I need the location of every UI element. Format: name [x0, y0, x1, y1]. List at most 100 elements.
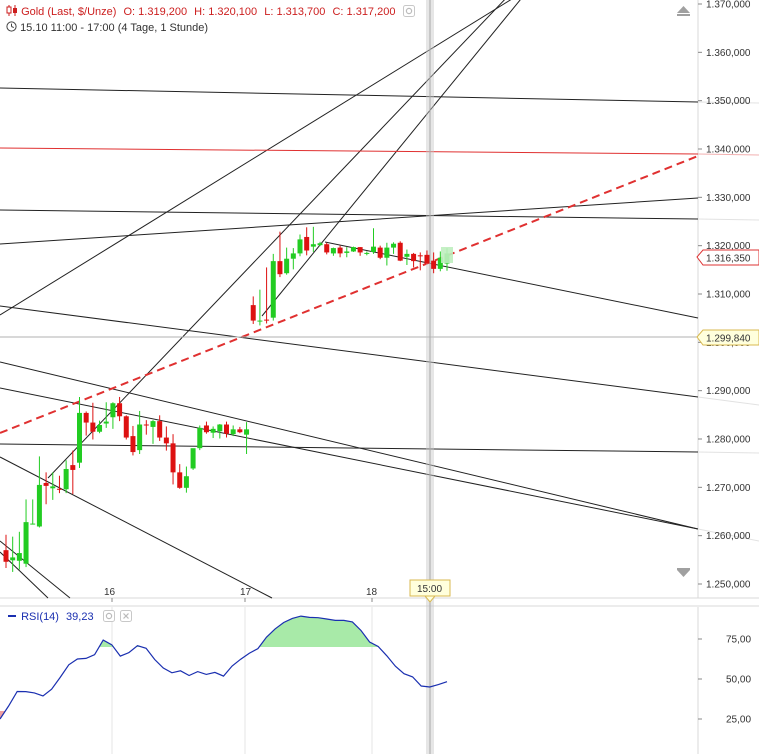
rsi-settings-icon[interactable] [102, 610, 115, 622]
trendline [0, 540, 71, 599]
candle [284, 247, 290, 275]
rsi-tick-label: 75,00 [726, 635, 751, 646]
x-tick-label: 18 [366, 587, 378, 598]
rsi-legend: RSI(14) 39,23 [8, 610, 132, 623]
candle [56, 475, 62, 494]
candle [391, 242, 397, 254]
rsi-value: 39,23 [66, 611, 94, 623]
candle [224, 421, 229, 438]
period-bar: 15.10 11:00 - 17:00 (4 Tage, 1 Stunde) [6, 21, 208, 34]
candle [10, 536, 16, 572]
candle [63, 460, 69, 494]
candle [377, 245, 383, 260]
trendline [0, 209, 699, 220]
candle [244, 422, 250, 454]
candle [77, 396, 82, 468]
candle [30, 499, 36, 525]
candle [177, 464, 183, 489]
candle [50, 472, 56, 500]
rsi-zone-fill [259, 616, 379, 647]
y-tick-label: 1.320,000 [706, 241, 751, 252]
trendline [0, 443, 699, 453]
candle [90, 402, 96, 440]
candle [364, 251, 370, 256]
y-tick-label: 1.360,000 [706, 48, 751, 59]
trendline-extension [697, 101, 759, 104]
y-tick-label: 1.310,000 [706, 290, 751, 301]
trendline [0, 387, 699, 530]
trendline [261, 0, 521, 317]
candle [143, 420, 149, 435]
candle [270, 253, 276, 321]
candle [250, 296, 256, 324]
rsi-tick-label: 50,00 [726, 675, 751, 686]
y-tick-label: 1.250,000 [706, 580, 751, 591]
scroll-up-icon[interactable] [677, 6, 690, 13]
candle [23, 499, 29, 568]
support-line[interactable] [0, 155, 699, 434]
candle [150, 420, 156, 444]
rsi-close-icon[interactable] [119, 610, 132, 622]
trendline-extension [697, 451, 759, 454]
scroll-up-bar-icon [677, 14, 690, 16]
y-tick-label: 1.350,000 [706, 96, 751, 107]
candle [43, 472, 49, 505]
candle [183, 466, 189, 493]
candle [36, 456, 42, 528]
trendline [0, 0, 512, 316]
candle [424, 250, 430, 264]
candle [324, 242, 330, 255]
crosshair-price-marker: 1.299,840 [696, 329, 759, 346]
candle [203, 421, 209, 434]
candle [123, 415, 129, 440]
settings-icon[interactable] [402, 5, 415, 17]
y-tick-label: 1.340,000 [706, 145, 751, 156]
trendline [0, 361, 699, 530]
rsi-grid [111, 607, 373, 754]
y-tick-label: 1.290,000 [706, 386, 751, 397]
low-value: L: 1.313,700 [264, 6, 326, 18]
open-value: O: 1.319,200 [123, 6, 188, 18]
candle [97, 420, 103, 434]
candle [16, 531, 22, 570]
candle [404, 249, 410, 265]
rsi-label[interactable]: RSI(14) [21, 611, 59, 623]
candle [230, 425, 236, 437]
scroll-down-icon[interactable] [677, 570, 690, 577]
candle [217, 424, 223, 439]
trendline-extensions [697, 101, 759, 542]
candle [277, 231, 283, 278]
x-tick-label: 17 [240, 587, 252, 598]
settings-bar: Gold (Last, $/Unze) O: 1.319,200 H: 1.32… [6, 4, 415, 18]
candle [163, 426, 169, 451]
candle [137, 410, 143, 454]
x-axis: 16 17 18 [104, 587, 378, 602]
trendline [0, 456, 273, 599]
last-price-marker: 1.316,350 [696, 249, 759, 266]
high-value: H: 1.320,100 [194, 6, 258, 18]
last-price-text: 1.316,350 [706, 254, 751, 265]
resistance-line-extension [697, 153, 759, 156]
rsi-y-axis: 25,00 50,00 75,00 [698, 635, 751, 726]
forming-candle [441, 247, 453, 263]
candle [417, 252, 423, 271]
y-tick-label: 1.270,000 [706, 483, 751, 494]
trendline [0, 197, 699, 245]
trendline-extension [697, 528, 759, 542]
candle [411, 252, 417, 268]
x-tick-label: 16 [104, 587, 116, 598]
trendline [0, 305, 699, 398]
candle [371, 228, 376, 254]
candle [257, 289, 263, 326]
candle [237, 426, 243, 434]
candle [170, 434, 176, 485]
candle [117, 396, 123, 422]
candle [330, 247, 336, 256]
chart-type-icon[interactable] [6, 4, 18, 17]
y-tick-label: 1.370,000 [706, 0, 751, 11]
candle [297, 234, 303, 257]
instrument-name[interactable]: Gold (Last, $/Unze) [21, 6, 117, 18]
candle [210, 426, 216, 439]
candle [130, 425, 136, 456]
